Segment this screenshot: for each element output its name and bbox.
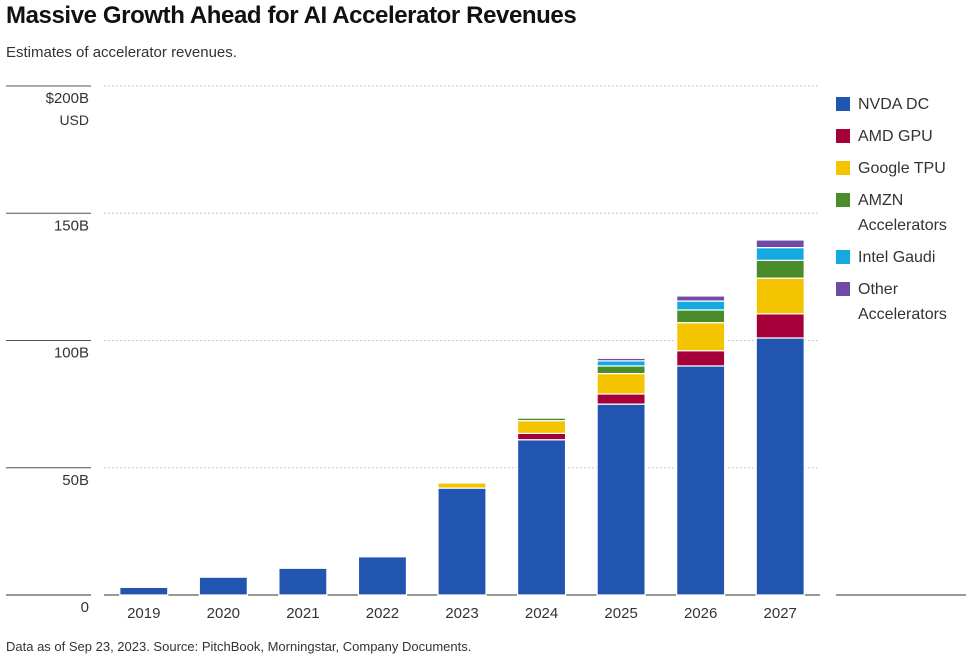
bar-segment-intel-gaudi-2025: [596, 360, 646, 367]
bar-segment-amzn-accelerators-2025: [596, 365, 646, 375]
legend-swatch: [836, 282, 850, 296]
x-tick-label: 2023: [445, 605, 478, 622]
bar-segment-nvda-dc-2025: [596, 403, 646, 596]
legend-swatch: [836, 193, 850, 207]
x-tick-label: 2022: [366, 605, 399, 622]
chart-footnote: Data as of Sep 23, 2023. Source: PitchBo…: [6, 639, 472, 654]
legend-label: Google TPU: [858, 160, 946, 177]
y-tick-label: 0: [81, 599, 89, 616]
x-tick-label: 2021: [286, 605, 319, 622]
bar-segment-amzn-accelerators-2026: [676, 309, 726, 324]
y-unit-label: USD: [59, 112, 89, 128]
y-tick-label: 150B: [54, 217, 89, 234]
y-tick-label: 50B: [62, 472, 89, 489]
legend-item: AMD GPU: [836, 124, 976, 149]
bar-segment-intel-gaudi-2026: [676, 300, 726, 311]
x-tick-label: 2024: [525, 605, 558, 622]
legend-label: Other Accelerators: [858, 281, 947, 323]
bar-segment-nvda-dc-2019: [119, 586, 169, 596]
legend-swatch: [836, 129, 850, 143]
legend-item: Other Accelerators: [836, 277, 976, 327]
bar-segment-nvda-dc-2024: [516, 439, 567, 596]
bar-segment-amd-gpu-2027: [755, 313, 805, 339]
bar-segment-other-accelerators-2026: [676, 295, 726, 302]
bar-segment-amzn-accelerators-2027: [755, 259, 805, 279]
x-tick-label: 2020: [207, 605, 240, 622]
chart-legend: NVDA DC AMD GPU Google TPU AMZN Accelerator…: [836, 92, 976, 334]
bar-segment-amd-gpu-2024: [516, 432, 567, 441]
bar-segment-nvda-dc-2020: [198, 576, 248, 596]
bar-segment-amd-gpu-2025: [596, 393, 646, 405]
y-tick-label: 100B: [54, 345, 89, 362]
legend-label: AMD GPU: [858, 128, 933, 145]
bar-segment-other-accelerators-2027: [755, 239, 805, 249]
legend-item: AMZN Accelerators: [836, 188, 976, 238]
bar-segment-nvda-dc-2022: [357, 556, 408, 596]
y-tick-label: $200B: [46, 90, 89, 107]
x-tick-label: 2027: [764, 605, 797, 622]
bar-segment-google-tpu-2025: [596, 372, 646, 395]
legend-swatch: [836, 250, 850, 264]
legend-swatch: [836, 161, 850, 175]
x-tick-label: 2025: [604, 605, 637, 622]
x-tick-label: 2026: [684, 605, 717, 622]
bar-segment-intel-gaudi-2027: [755, 247, 805, 261]
legend-label: AMZN Accelerators: [858, 192, 947, 234]
chart-title: Massive Growth Ahead for AI Accelerator …: [6, 2, 577, 29]
bar-segment-other-accelerators-2025: [596, 357, 646, 362]
bar-segment-nvda-dc-2023: [437, 487, 487, 596]
bar-segment-nvda-dc-2027: [755, 337, 805, 596]
bar-segment-nvda-dc-2021: [278, 567, 328, 596]
bar-segment-amd-gpu-2026: [676, 350, 726, 367]
bar-segment-nvda-dc-2026: [676, 365, 726, 596]
bar-segment-google-tpu-2023: [437, 482, 487, 489]
legend-label: Intel Gaudi: [858, 249, 936, 266]
legend-item: Intel Gaudi: [836, 245, 976, 270]
legend-item: Google TPU: [836, 156, 976, 181]
bar-segment-google-tpu-2026: [676, 322, 726, 352]
legend-item: NVDA DC: [836, 92, 976, 117]
x-tick-label: 2019: [127, 605, 160, 622]
chart-subtitle: Estimates of accelerator revenues.: [6, 44, 237, 61]
bar-segment-google-tpu-2027: [755, 277, 805, 315]
bar-segment-google-tpu-2024: [516, 420, 567, 434]
bar-segment-amzn-accelerators-2024: [516, 417, 567, 422]
legend-swatch: [836, 97, 850, 111]
legend-label: NVDA DC: [858, 96, 930, 113]
